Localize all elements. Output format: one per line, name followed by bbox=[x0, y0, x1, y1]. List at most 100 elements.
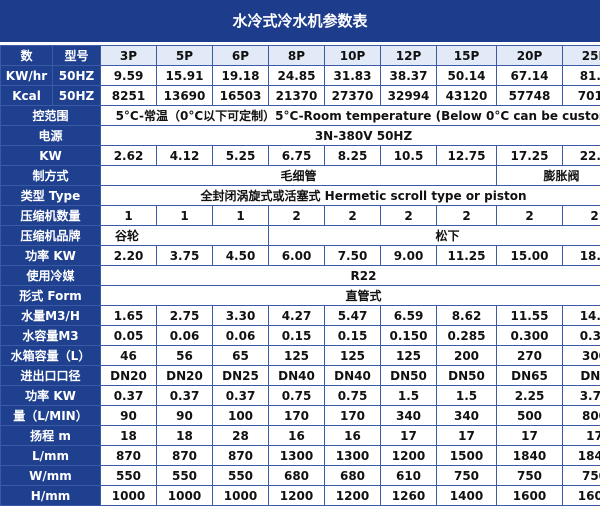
row-label: Kcal bbox=[0, 85, 53, 106]
value-cell: DN20 bbox=[100, 365, 157, 386]
value-cell: 57748 bbox=[496, 85, 563, 106]
spec-row: 进出口口径DN20DN20DN25DN40DN40DN50DN50DN65DN8 bbox=[0, 365, 600, 386]
value-cell: 8.62 bbox=[436, 305, 497, 326]
value-cell: 340 bbox=[436, 405, 497, 426]
value-cell: 200 bbox=[436, 345, 497, 366]
spec-row: L/mm870870870130013001200150018401840 bbox=[0, 445, 600, 466]
value-cell: 1000 bbox=[156, 485, 213, 506]
value-cell: 1200 bbox=[324, 485, 381, 506]
spec-row: W/mm550550550680680610750750750 bbox=[0, 465, 600, 486]
value-cell: 17 bbox=[380, 425, 437, 446]
spec-row: KW/hr 50HZ 9.59 15.91 19.18 24.85 31.83 38.37 50… bbox=[0, 65, 600, 86]
value-cell: 1.5 bbox=[436, 385, 497, 406]
model-header: 25P bbox=[562, 45, 600, 66]
value-cell: 11.25 bbox=[436, 245, 497, 266]
value-cell: 7.50 bbox=[324, 245, 381, 266]
value-cell: 1.65 bbox=[100, 305, 157, 326]
value-cell: 750 bbox=[496, 465, 563, 486]
spec-row: 功率 KW0.370.370.370.750.751.51.52.253.75 bbox=[0, 385, 600, 406]
value-cell: 11.55 bbox=[496, 305, 563, 326]
value-cell: 6.59 bbox=[380, 305, 437, 326]
row-label: 水量M3/H bbox=[0, 305, 101, 326]
value-cell: 170 bbox=[268, 405, 325, 426]
value-cell: 50.14 bbox=[436, 65, 497, 86]
spec-row: 水容量M3 0.05 0.06 0.06 0.15 0.15 0.150 0.285 0.300… bbox=[0, 325, 600, 346]
value-cell: 0.05 bbox=[100, 325, 157, 346]
value-cell: 550 bbox=[100, 465, 157, 486]
value-cell: 17.25 bbox=[496, 145, 563, 166]
model-header: 8P bbox=[268, 45, 325, 66]
value-cell: 0.38 bbox=[562, 325, 600, 346]
value-cell: 16503 bbox=[212, 85, 269, 106]
value-cell: 2.62 bbox=[100, 145, 157, 166]
value-cell: 12.75 bbox=[436, 145, 497, 166]
value-cell: 67.14 bbox=[496, 65, 563, 86]
value-cell: 19.18 bbox=[212, 65, 269, 86]
value-cell: 1000 bbox=[212, 485, 269, 506]
value-cell: 24.85 bbox=[268, 65, 325, 86]
row-label: 控范围 bbox=[0, 105, 101, 126]
value-cell: 3.30 bbox=[212, 305, 269, 326]
value-cell: 17 bbox=[562, 425, 600, 446]
merged-cell: 松下 bbox=[268, 225, 600, 246]
value-cell: 1840 bbox=[496, 445, 563, 466]
spec-row: 水箱容量（L）465665125125125200270300 bbox=[0, 345, 600, 366]
model-header: 3P bbox=[100, 45, 157, 66]
value-cell: 0.06 bbox=[212, 325, 269, 346]
row-label: 水容量M3 bbox=[0, 325, 101, 346]
value-cell: 5.47 bbox=[324, 305, 381, 326]
value-cell: 1300 bbox=[324, 445, 381, 466]
value-cell: 18 bbox=[156, 425, 213, 446]
value-cell: 1600 bbox=[496, 485, 563, 506]
value-cell: 1200 bbox=[380, 445, 437, 466]
value-cell: 90 bbox=[156, 405, 213, 426]
value-cell: 18.7 bbox=[562, 245, 600, 266]
model-header: 10P bbox=[324, 45, 381, 66]
model-header: 6P bbox=[212, 45, 269, 66]
row-sublabel: 50HZ bbox=[52, 65, 101, 86]
value-cell: 6.00 bbox=[268, 245, 325, 266]
value-cell: 4.27 bbox=[268, 305, 325, 326]
merged-cell: 3N-380V 50HZ bbox=[100, 125, 600, 146]
row-label: W/mm bbox=[0, 465, 101, 486]
row-label: KW/hr bbox=[0, 65, 53, 86]
value-cell: 1500 bbox=[436, 445, 497, 466]
value-cell: 22.5 bbox=[562, 145, 600, 166]
spec-row: 使用冷媒 R22 bbox=[0, 265, 600, 286]
merged-cell: 谷轮 bbox=[100, 225, 269, 246]
value-cell: 870 bbox=[212, 445, 269, 466]
value-cell: 0.285 bbox=[436, 325, 497, 346]
value-cell: 125 bbox=[380, 345, 437, 366]
value-cell: 46 bbox=[100, 345, 157, 366]
value-cell: 28 bbox=[212, 425, 269, 446]
row-label: 功率 KW bbox=[0, 245, 101, 266]
merged-cell: 直管式 bbox=[100, 285, 600, 306]
value-cell: 870 bbox=[100, 445, 157, 466]
value-cell: DN50 bbox=[380, 365, 437, 386]
spec-row: 压缩机品牌 谷轮 松下 bbox=[0, 225, 600, 246]
value-cell: DN65 bbox=[496, 365, 563, 386]
value-cell: 1 bbox=[156, 205, 213, 226]
value-cell: 125 bbox=[268, 345, 325, 366]
value-cell: 0.15 bbox=[324, 325, 381, 346]
spec-row: 控范围 5°C-常温（0°C以下可定制）5°C-Room temperature … bbox=[0, 105, 600, 126]
value-cell: 1 bbox=[212, 205, 269, 226]
value-cell: 5.25 bbox=[212, 145, 269, 166]
value-cell: 8.25 bbox=[324, 145, 381, 166]
value-cell: 56 bbox=[156, 345, 213, 366]
value-cell: 16 bbox=[268, 425, 325, 446]
value-cell: 43120 bbox=[436, 85, 497, 106]
value-cell: 0.300 bbox=[496, 325, 563, 346]
value-cell: 38.37 bbox=[380, 65, 437, 86]
value-cell: 32994 bbox=[380, 85, 437, 106]
value-cell: 8251 bbox=[100, 85, 157, 106]
value-cell: 0.15 bbox=[268, 325, 325, 346]
spec-row: 制方式 毛细管 膨胀阀 bbox=[0, 165, 600, 186]
value-cell: 750 bbox=[436, 465, 497, 486]
spec-row: 类型 Type 全封闭涡旋式或活塞式 Hermetic scroll type o… bbox=[0, 185, 600, 206]
row-label: 形式 Form bbox=[0, 285, 101, 306]
value-cell: 2 bbox=[324, 205, 381, 226]
value-cell: 15.00 bbox=[496, 245, 563, 266]
value-cell: DN8 bbox=[562, 365, 600, 386]
